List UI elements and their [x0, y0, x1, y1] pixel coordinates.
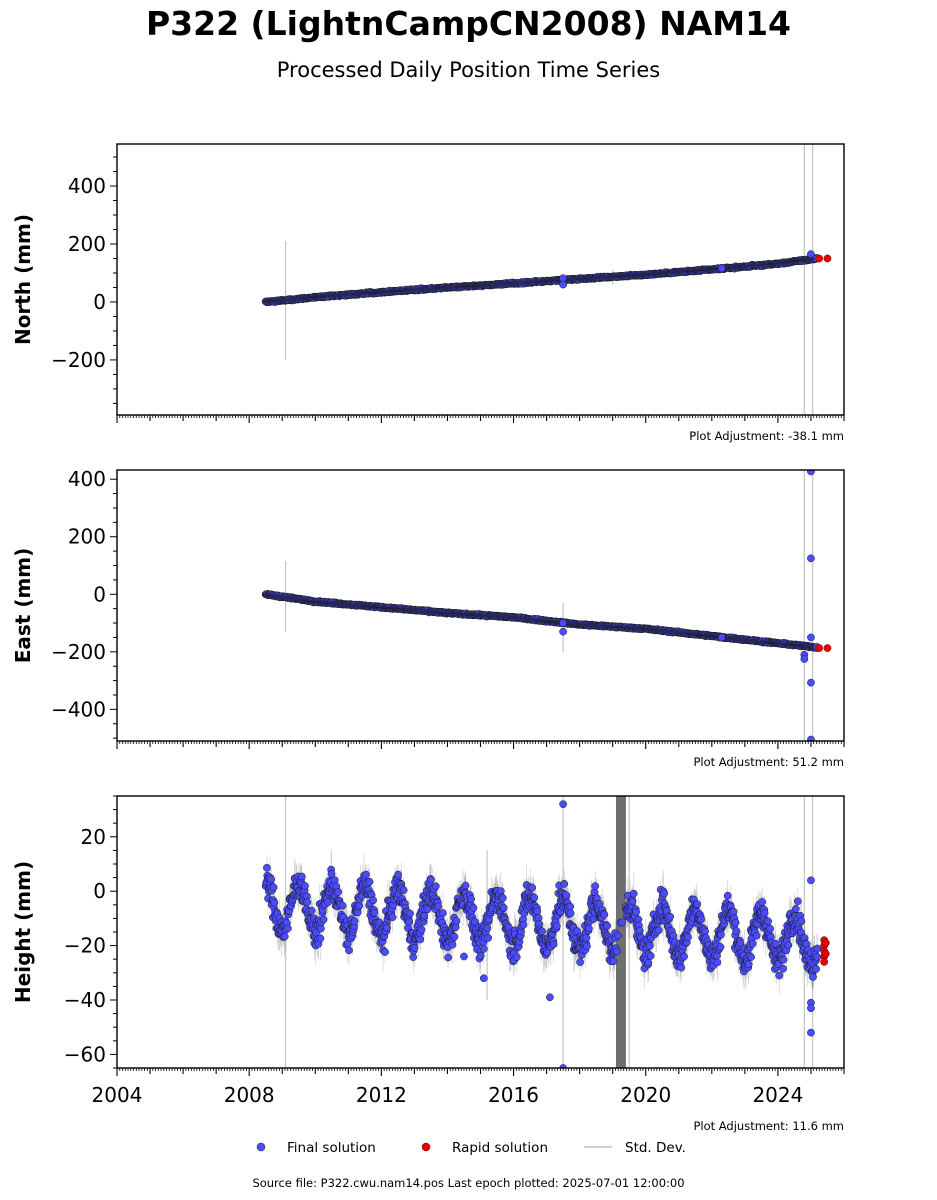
axes-frame	[116, 469, 845, 742]
plot-area	[261, 144, 832, 415]
y-tick-label: −200	[51, 348, 106, 372]
y-tick-label: −200	[51, 640, 106, 664]
final-point	[807, 250, 815, 258]
rapid-point	[815, 254, 824, 263]
rapid-point	[815, 644, 824, 652]
y-tick-label: 0	[93, 582, 106, 606]
chart-title: P322 (LightnCampCN2008) NAM14	[145, 4, 792, 43]
final-point	[559, 274, 567, 283]
final-point	[717, 264, 726, 273]
plot-adjustment-label: Plot Adjustment: -38.1 mm	[689, 429, 844, 443]
final-point	[559, 627, 567, 636]
final-point	[559, 280, 567, 289]
axes-frame	[116, 143, 845, 416]
plot-area	[261, 470, 832, 741]
final-point	[807, 470, 815, 476]
y-tick-label: 0	[93, 290, 106, 314]
y-tick-label: 200	[68, 525, 106, 549]
chart-subtitle: Processed Daily Position Time Series	[276, 58, 661, 82]
rapid-point	[823, 644, 832, 652]
rapid-point	[823, 254, 832, 263]
final-point	[800, 655, 809, 663]
y-tick-label: 400	[68, 467, 106, 491]
final-point	[559, 619, 567, 627]
final-point	[807, 678, 815, 687]
final-point	[807, 633, 815, 642]
y-tick-label: 400	[68, 174, 106, 198]
final-point	[807, 735, 815, 741]
final-point	[807, 554, 815, 563]
y-tick-label: 200	[68, 232, 106, 256]
panel-north: −200 0 200 400 North (mm) Plot Adjustment: -3…	[11, 143, 845, 443]
y-axis-label: North (mm)	[11, 214, 35, 345]
y-tick-label: −400	[51, 697, 106, 721]
final-point	[717, 633, 726, 642]
